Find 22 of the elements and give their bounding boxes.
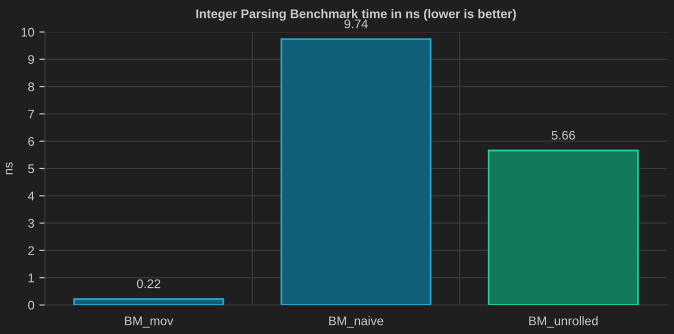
- y-tick-label: 6: [28, 137, 34, 146]
- bar: [280, 38, 432, 305]
- y-tick-label: 9: [28, 55, 34, 64]
- y-tick-label: 3: [28, 218, 34, 228]
- y-tick-label: 0: [28, 300, 34, 310]
- data-label: 9.74: [344, 19, 368, 28]
- y-tick-label: 7: [28, 110, 34, 118]
- x-tick-label: BM_naive: [329, 316, 384, 328]
- y-tick-label: 4: [28, 192, 34, 200]
- y-tick-label: 5: [28, 164, 34, 174]
- data-label: 5.66: [552, 130, 575, 140]
- y-tick-label: 1: [28, 274, 34, 282]
- y-tick-label: 8: [28, 82, 34, 92]
- y-tick-label: 10: [22, 28, 34, 37]
- data-label: 0.22: [136, 279, 160, 288]
- x-tick-label: BM_mov: [125, 316, 174, 328]
- y-tick-label: 2: [28, 246, 34, 255]
- bar: [73, 298, 224, 305]
- x-tick-label: BM_unrolled: [529, 316, 598, 328]
- y-axis-title: ns: [6, 162, 13, 174]
- chart-title: Integer Parsing Benchmark time in ns (lower is better): [196, 9, 516, 21]
- bar: [488, 150, 639, 305]
